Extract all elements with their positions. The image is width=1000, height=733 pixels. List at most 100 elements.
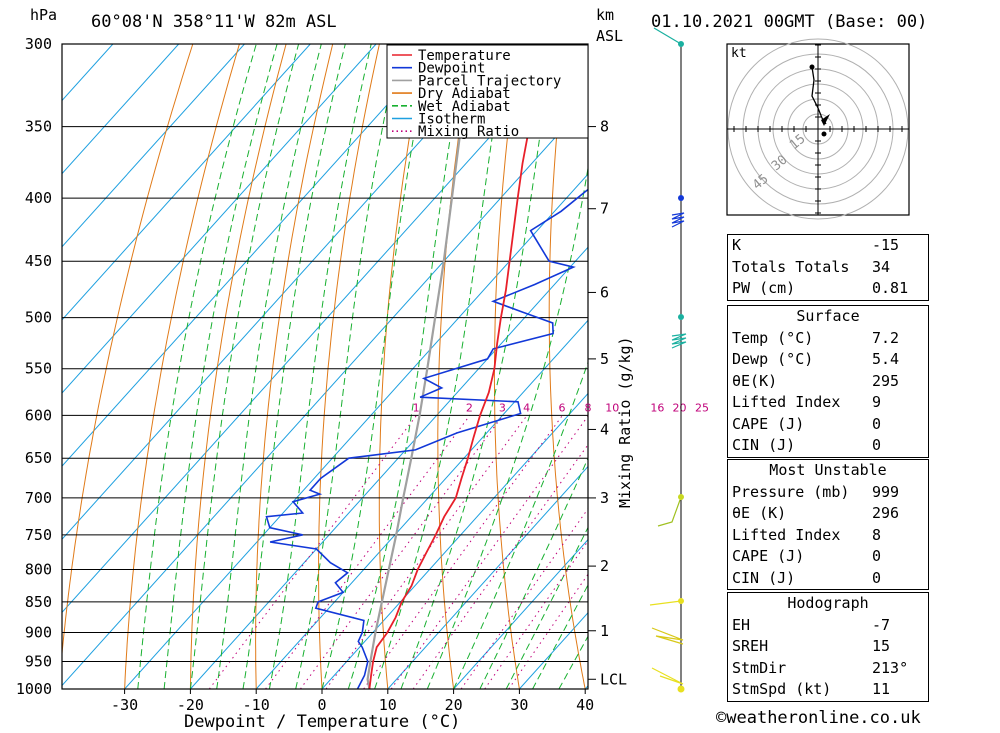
mixing-ratio-label: 4 [523,401,530,414]
datetime-title: 01.10.2021 00GMT (Base: 00) [651,12,927,32]
pressure-tick-label: 900 [25,624,52,642]
pressure-tick-label: 800 [25,560,52,578]
pressure-tick-label: 700 [25,489,52,507]
indices-most-unstable-box: Most Unstable Pressure (mb) 999 θE (K) 296… [727,459,929,590]
wind-barb [651,627,684,645]
wet-adiabat-line [453,360,588,689]
index-row: CIN (J) 0 [732,568,882,587]
wind-level-dot [678,494,684,500]
isotherm-line [62,44,509,540]
index-row: StmDir 213° [732,658,909,677]
dry-adiabat-line [255,44,334,689]
wind-level-dot [678,195,684,201]
height-tick-label: LCL [600,670,627,688]
isotherm-line [321,392,588,689]
mixing-ratio-label: 6 [559,401,566,414]
legend-label: Isotherm [418,112,485,128]
index-row: SREH 15 [732,637,891,655]
mixing-ratio-label: 2 [466,401,473,414]
temp-tick-label: 10 [379,696,397,714]
mixing-ratio-line [484,540,588,689]
pressure-tick-label: 350 [25,118,52,136]
pressure-tick-label: 400 [25,189,52,207]
dry-adiabat-line [189,44,287,689]
wet-adiabat-line [163,44,278,689]
surface-title: Surface [796,307,860,325]
isotherm-line [190,246,588,689]
index-row: CAPE (J) 0 [732,547,882,565]
isotherm-line [62,44,311,321]
x-axis-label: Dewpoint / Temperature (°C) [184,712,460,732]
temperature-profile [368,44,549,689]
temp-tick-label: 20 [445,696,463,714]
wind-barb [671,212,685,228]
isotherm-line [387,465,588,689]
mixing-ratio-label: 10 [605,401,619,414]
index-row: θE (K) 296 [732,504,900,522]
isotherm-line [453,538,588,689]
wet-adiabat-line [137,44,257,689]
dry-adiabat-line [986,44,1000,689]
pressure-tick-label: 300 [25,35,52,53]
index-row: Totals Totals 34 [732,257,891,276]
index-row: Temp (°C) 7.2 [732,328,900,347]
pressure-tick-label: 1000 [16,680,52,698]
mixing-ratio-line [460,507,588,689]
series-layer [265,44,588,689]
temp-tick-label: 40 [576,696,594,714]
legend-label: Dewpoint [418,61,485,77]
index-row: EH -7 [732,615,891,634]
temp-tick-label: -20 [177,696,204,714]
dry-adiabat-line [939,44,1000,689]
isotherm-line [255,319,588,689]
pressure-tick-label: 450 [25,252,52,270]
isotherm-line [62,44,114,102]
wet-adiabat-line [400,44,554,689]
index-row: Pressure (mb) 999 [732,482,900,501]
pressure-tick-label: 500 [25,309,52,327]
grid-layer [62,44,1000,689]
copyright-symbol: © [716,708,727,728]
isotherm-line [62,100,588,687]
index-row: Dewp (°C) 5.4 [732,350,900,368]
wind-barb [649,600,682,606]
pressure-tick-label: 950 [25,653,52,671]
index-row: PW (cm) 0.81 [732,279,909,297]
hodograph-box-title: Hodograph [787,594,869,612]
pressure-tick-label: 750 [25,526,52,544]
dry-adiabat-line [62,44,194,659]
footer-credit[interactable]: ©weatheronline.co.uk [716,708,921,728]
storm-motion-arrow [821,114,830,126]
mixing-ratio-line [390,415,588,689]
wind-barb-column [649,27,687,693]
mixing-ratio-line [208,414,417,689]
site-link[interactable]: weatheronline.co.uk [726,708,921,728]
temp-tick-label: -10 [243,696,270,714]
location-title: 60°08'N 358°11'W 82m ASL [91,12,337,32]
dry-adiabat-line [493,44,520,689]
legend-label: Wet Adiabat [418,99,511,115]
legend-label: Parcel Trajectory [418,73,561,89]
km-label: km [596,6,614,24]
wind-level-dot [678,314,684,320]
isotherm-line [124,173,588,689]
height-tick-label: 4 [600,420,609,438]
isotherm-line [62,44,245,248]
dry-adiabat-line [654,44,717,689]
pressure-tick-label: 600 [25,406,52,424]
legend-label: Temperature [418,48,511,64]
height-tick-label: 1 [600,622,609,640]
indices-surface-box: Surface Temp (°C) 7.2 Dewp (°C) 5.4 θE(K) 2… [727,305,929,458]
index-row: θE(K) 295 [732,371,900,390]
hodograph-point [821,131,827,137]
index-row: Lifted Index 8 [732,525,882,544]
mixing-ratio-label: 3 [499,401,506,414]
dry-adiabat-line [548,44,586,689]
wind-barb [657,499,681,527]
parcel-trajectory [366,44,471,689]
mixing-ratio-label: 20 [673,401,687,414]
wet-adiabat-line [374,44,508,689]
height-tick-label: 3 [600,489,609,507]
